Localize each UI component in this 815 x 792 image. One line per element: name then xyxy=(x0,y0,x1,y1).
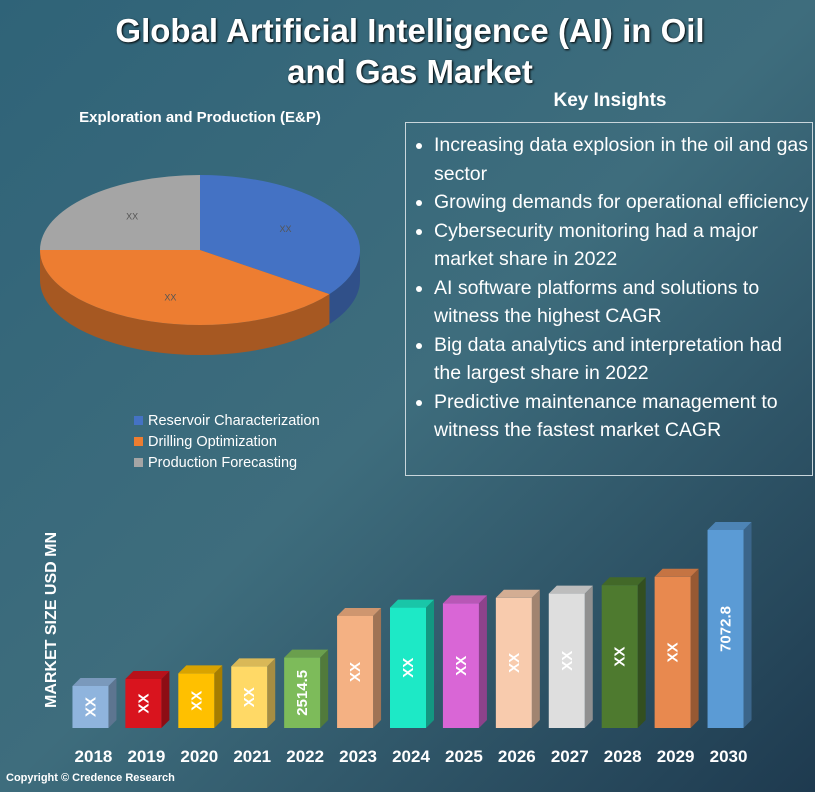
legend-swatch xyxy=(134,437,143,446)
pie-side xyxy=(329,250,360,325)
pie-slice xyxy=(40,250,330,325)
bar-value-label: XX xyxy=(665,642,682,662)
bar-top xyxy=(442,595,487,604)
bar xyxy=(231,666,268,728)
bar-side xyxy=(426,599,434,728)
bar-top xyxy=(125,671,170,679)
bar-top xyxy=(178,665,223,674)
bar xyxy=(284,657,321,728)
x-tick-label: 2030 xyxy=(710,747,748,766)
bar xyxy=(548,593,585,728)
y-axis-label: MARKET SIZE USD MN xyxy=(43,532,60,708)
bar xyxy=(72,686,109,728)
bar xyxy=(337,616,374,728)
x-tick-label: 2025 xyxy=(445,747,483,766)
insights-title: Key Insights xyxy=(553,90,667,111)
bar-side xyxy=(531,589,540,728)
bar-value-label: XX xyxy=(612,647,629,667)
insight: Predictive maintenance management to wit… xyxy=(434,388,812,445)
pie-slice xyxy=(40,175,200,250)
bar-side xyxy=(267,658,276,728)
bar-side xyxy=(478,595,487,728)
insight: Growing demands for operational efficien… xyxy=(434,188,812,217)
copyright: Copyright © Credence Research xyxy=(6,772,175,784)
x-tick-label: 2027 xyxy=(551,747,589,766)
bar-side xyxy=(373,608,382,728)
bar-value-label: XX xyxy=(188,691,205,711)
bar-value-label: XX xyxy=(241,687,258,707)
bar-value-label: XX xyxy=(506,653,523,673)
bar-top xyxy=(337,608,382,616)
insight: Big data analytics and interpretation ha… xyxy=(434,331,812,388)
title: Global Artificial Intelligence (AI) in O… xyxy=(115,12,705,90)
bar-value-label: 2514.5 xyxy=(294,670,311,716)
bar-value-label: XX xyxy=(347,662,364,682)
bar-side xyxy=(637,577,646,728)
bar xyxy=(654,576,691,728)
pie-value-label: XX xyxy=(164,292,176,302)
bar-side xyxy=(743,521,752,728)
x-tick-label: 2022 xyxy=(286,747,324,766)
bar-side xyxy=(320,649,329,728)
legend-label: Drilling Optimization xyxy=(148,434,277,450)
pie-value-label: XX xyxy=(280,224,292,234)
bar-top xyxy=(231,658,276,667)
insights-list: Increasing data explosion in the oil and… xyxy=(406,131,812,445)
legend-swatch xyxy=(134,458,143,467)
bar-top xyxy=(390,599,434,608)
bar-side xyxy=(161,671,170,728)
bar-side xyxy=(108,678,117,728)
bar xyxy=(390,607,426,728)
x-tick-label: 2029 xyxy=(657,747,695,766)
bar-top xyxy=(284,649,329,658)
bar xyxy=(707,529,744,728)
insight: Increasing data explosion in the oil and… xyxy=(434,131,812,188)
bar-top xyxy=(548,585,593,594)
insight: Cybersecurity monitoring had a major mar… xyxy=(434,217,812,274)
pie-side xyxy=(40,250,330,356)
bar-top xyxy=(72,678,117,686)
legend-label: Reservoir Characterization xyxy=(148,413,320,429)
bar-value-label: XX xyxy=(453,656,470,676)
x-tick-label: 2018 xyxy=(75,747,113,766)
bar xyxy=(178,673,215,728)
insights-box: Increasing data explosion in the oil and… xyxy=(405,122,813,476)
bar-value-label: XX xyxy=(82,697,99,717)
bar xyxy=(442,603,479,728)
x-tick-label: 2019 xyxy=(127,747,165,766)
x-tick-label: 2026 xyxy=(498,747,536,766)
insight: AI software platforms and solutions to w… xyxy=(434,274,812,331)
bar-top xyxy=(654,568,699,577)
x-tick-label: 2024 xyxy=(392,747,430,766)
bar-value-label: XX xyxy=(135,693,152,713)
legend-swatch xyxy=(134,416,143,425)
bar xyxy=(495,597,532,728)
x-tick-label: 2020 xyxy=(180,747,218,766)
bar-side xyxy=(690,568,699,728)
pie-slice xyxy=(200,175,360,295)
bar-top xyxy=(495,589,540,598)
pie-value-label: XX xyxy=(126,212,138,222)
legend-label: Production Forecasting xyxy=(148,455,297,471)
bar-top xyxy=(707,521,752,530)
bar xyxy=(601,585,638,728)
bar-side xyxy=(214,665,223,728)
x-tick-label: 2028 xyxy=(604,747,642,766)
bar xyxy=(125,679,162,728)
pie-title: Exploration and Production (E&P) xyxy=(79,109,321,126)
bar-value-label: XX xyxy=(559,651,576,671)
bar-value-label: XX xyxy=(400,658,417,678)
bar-top xyxy=(601,577,646,586)
bar-value-label: 7072.8 xyxy=(718,606,735,652)
bar-side xyxy=(584,585,593,728)
x-tick-label: 2021 xyxy=(233,747,271,766)
x-tick-label: 2023 xyxy=(339,747,377,766)
